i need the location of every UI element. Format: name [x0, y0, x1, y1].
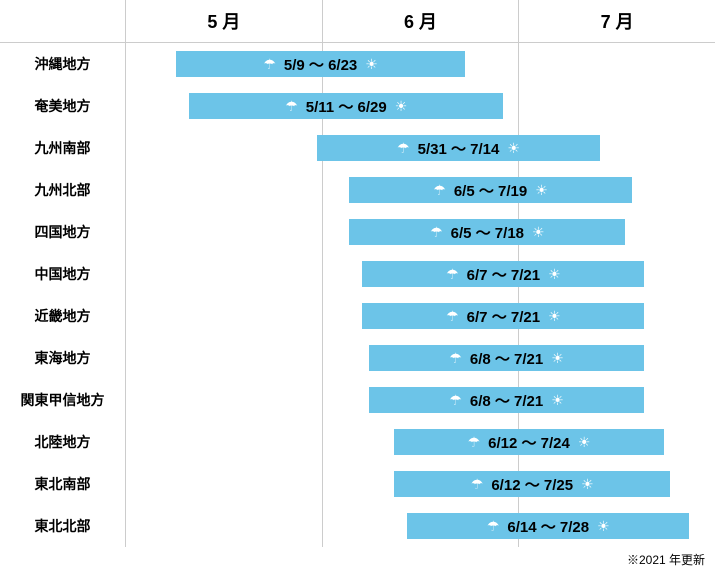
region-label: 沖縄地方	[0, 54, 125, 74]
sun-icon: ☀	[365, 57, 378, 71]
bar-track: ☂ 6/8 ～ 7/21 ☀	[125, 379, 715, 421]
rain-icon: ☂	[446, 309, 459, 323]
sun-icon: ☀	[597, 519, 610, 533]
region-label: 奄美地方	[0, 96, 125, 116]
region-label: 九州北部	[0, 180, 125, 200]
rainy-season-chart: 5 月6 月7 月 沖縄地方 ☂ 5/9 ～ 6/23 ☀ 奄美地方 ☂ 5/11 ～ 6/…	[0, 0, 715, 572]
month-header: 5 月	[125, 0, 322, 42]
bar-track: ☂ 5/11 ～ 6/29 ☀	[125, 85, 715, 127]
sun-icon: ☀	[535, 183, 548, 197]
sun-icon: ☀	[551, 351, 564, 365]
rain-icon: ☂	[263, 57, 276, 71]
bar-track: ☂ 6/12 ～ 7/25 ☀	[125, 463, 715, 505]
rain-icon: ☂	[471, 477, 484, 491]
range-text: 6/14 ～ 7/28	[507, 516, 589, 537]
rows-container: 沖縄地方 ☂ 5/9 ～ 6/23 ☀ 奄美地方 ☂ 5/11 ～ 6/29 ☀ 九州南部 ☂ 5/…	[0, 43, 715, 547]
range-text: 6/5 ～ 7/18	[451, 222, 524, 243]
region-label: 北陸地方	[0, 432, 125, 452]
sun-icon: ☀	[581, 477, 594, 491]
region-label: 近畿地方	[0, 306, 125, 326]
header-row: 5 月6 月7 月	[0, 0, 715, 43]
range-text: 5/31 ～ 7/14	[418, 138, 500, 159]
region-label: 関東甲信地方	[0, 390, 125, 410]
sun-icon: ☀	[548, 309, 561, 323]
range-text: 6/8 ～ 7/21	[470, 348, 543, 369]
data-row: 沖縄地方 ☂ 5/9 ～ 6/23 ☀	[0, 43, 715, 85]
range-text: 5/9 ～ 6/23	[284, 54, 357, 75]
sun-icon: ☀	[507, 141, 520, 155]
region-label: 中国地方	[0, 264, 125, 284]
rain-icon: ☂	[487, 519, 500, 533]
data-row: 近畿地方 ☂ 6/7 ～ 7/21 ☀	[0, 295, 715, 337]
date-range-bar: ☂ 6/5 ～ 7/18 ☀	[349, 219, 625, 245]
date-range-bar: ☂ 5/9 ～ 6/23 ☀	[176, 51, 465, 77]
rain-icon: ☂	[449, 351, 462, 365]
bar-track: ☂ 5/31 ～ 7/14 ☀	[125, 127, 715, 169]
rain-icon: ☂	[449, 393, 462, 407]
region-label: 東北南部	[0, 474, 125, 494]
data-row: 奄美地方 ☂ 5/11 ～ 6/29 ☀	[0, 85, 715, 127]
data-row: 九州北部 ☂ 6/5 ～ 7/19 ☀	[0, 169, 715, 211]
bar-track: ☂ 6/12 ～ 7/24 ☀	[125, 421, 715, 463]
range-text: 5/11 ～ 6/29	[306, 96, 387, 117]
range-text: 6/12 ～ 7/25	[491, 474, 573, 495]
date-range-bar: ☂ 6/8 ～ 7/21 ☀	[369, 387, 645, 413]
region-label: 九州南部	[0, 138, 125, 158]
date-range-bar: ☂ 6/8 ～ 7/21 ☀	[369, 345, 645, 371]
grid-area: 沖縄地方 ☂ 5/9 ～ 6/23 ☀ 奄美地方 ☂ 5/11 ～ 6/29 ☀ 九州南部 ☂ 5/…	[0, 43, 715, 547]
bar-track: ☂ 6/5 ～ 7/19 ☀	[125, 169, 715, 211]
bar-track: ☂ 5/9 ～ 6/23 ☀	[125, 43, 715, 85]
rain-icon: ☂	[397, 141, 410, 155]
range-text: 6/7 ～ 7/21	[467, 264, 540, 285]
rain-icon: ☂	[285, 99, 298, 113]
range-text: 6/5 ～ 7/19	[454, 180, 527, 201]
date-range-bar: ☂ 6/14 ～ 7/28 ☀	[407, 513, 689, 539]
month-header: 7 月	[518, 0, 715, 42]
data-row: 東北北部 ☂ 6/14 ～ 7/28 ☀	[0, 505, 715, 547]
bar-track: ☂ 6/8 ～ 7/21 ☀	[125, 337, 715, 379]
region-label: 東海地方	[0, 348, 125, 368]
rain-icon: ☂	[446, 267, 459, 281]
data-row: 関東甲信地方 ☂ 6/8 ～ 7/21 ☀	[0, 379, 715, 421]
data-row: 東海地方 ☂ 6/8 ～ 7/21 ☀	[0, 337, 715, 379]
date-range-bar: ☂ 6/7 ～ 7/21 ☀	[362, 303, 644, 329]
bar-track: ☂ 6/5 ～ 7/18 ☀	[125, 211, 715, 253]
date-range-bar: ☂ 5/11 ～ 6/29 ☀	[189, 93, 503, 119]
rain-icon: ☂	[433, 183, 446, 197]
range-text: 6/7 ～ 7/21	[467, 306, 540, 327]
header-spacer	[0, 0, 125, 42]
footnote: ※2021 年更新	[627, 551, 705, 568]
data-row: 北陸地方 ☂ 6/12 ～ 7/24 ☀	[0, 421, 715, 463]
rain-icon: ☂	[430, 225, 443, 239]
data-row: 四国地方 ☂ 6/5 ～ 7/18 ☀	[0, 211, 715, 253]
sun-icon: ☀	[532, 225, 545, 239]
data-row: 東北南部 ☂ 6/12 ～ 7/25 ☀	[0, 463, 715, 505]
sun-icon: ☀	[395, 99, 408, 113]
bar-track: ☂ 6/7 ～ 7/21 ☀	[125, 253, 715, 295]
sun-icon: ☀	[551, 393, 564, 407]
range-text: 6/12 ～ 7/24	[488, 432, 570, 453]
date-range-bar: ☂ 6/7 ～ 7/21 ☀	[362, 261, 644, 287]
bar-track: ☂ 6/14 ～ 7/28 ☀	[125, 505, 715, 547]
date-range-bar: ☂ 6/12 ～ 7/24 ☀	[394, 429, 663, 455]
data-row: 中国地方 ☂ 6/7 ～ 7/21 ☀	[0, 253, 715, 295]
date-range-bar: ☂ 6/12 ～ 7/25 ☀	[394, 471, 670, 497]
date-range-bar: ☂ 5/31 ～ 7/14 ☀	[317, 135, 599, 161]
data-row: 九州南部 ☂ 5/31 ～ 7/14 ☀	[0, 127, 715, 169]
month-header: 6 月	[322, 0, 519, 42]
region-label: 東北北部	[0, 516, 125, 536]
region-label: 四国地方	[0, 222, 125, 242]
bar-track: ☂ 6/7 ～ 7/21 ☀	[125, 295, 715, 337]
rain-icon: ☂	[468, 435, 481, 449]
sun-icon: ☀	[578, 435, 591, 449]
date-range-bar: ☂ 6/5 ～ 7/19 ☀	[349, 177, 631, 203]
range-text: 6/8 ～ 7/21	[470, 390, 543, 411]
sun-icon: ☀	[548, 267, 561, 281]
